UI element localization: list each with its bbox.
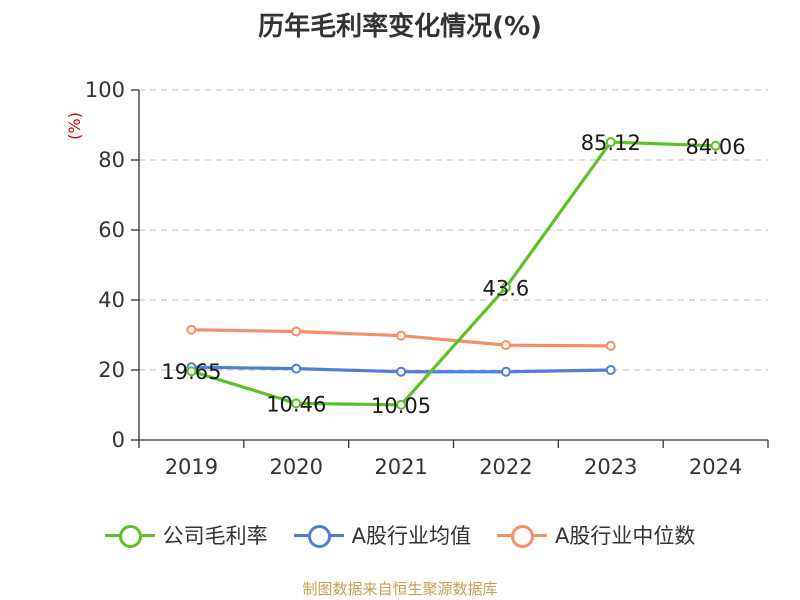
grid-lines (139, 89, 768, 371)
data-point-0-4[interactable] (605, 137, 616, 148)
data-point-1-3[interactable] (500, 366, 511, 377)
y-tick-label: 100 (85, 78, 125, 102)
y-axis-label: (%) (65, 112, 84, 140)
data-point-2-3[interactable] (500, 340, 511, 351)
legend-item-company[interactable]: 公司毛利率 (104, 520, 268, 550)
data-point-1-2[interactable] (396, 366, 407, 377)
x-tick-label-2024: 2024 (689, 455, 742, 479)
x-tick-label-2023: 2023 (584, 455, 637, 479)
y-tick-label: 60 (98, 218, 125, 242)
data-point-2-1[interactable] (291, 326, 302, 337)
data-point-2-0[interactable] (186, 324, 197, 335)
data-label-1: 10.46 (266, 392, 326, 416)
data-point-0-3[interactable] (500, 282, 511, 293)
series-line-0 (190, 140, 716, 407)
x-tick-label-2020: 2020 (270, 455, 323, 479)
legend-swatch-company (104, 523, 155, 548)
y-tick-label: 0 (112, 428, 125, 452)
legend-item-industry-mean[interactable]: A股行业均值 (293, 520, 471, 550)
legend-item-industry-median[interactable]: A股行业中位数 (497, 520, 695, 550)
data-labels: 19.65 10.46 10.05 43.6 85.12 84.06 (161, 131, 745, 418)
legend-label-industry-mean: A股行业均值 (351, 524, 471, 548)
data-label-0: 19.65 (161, 360, 221, 384)
y-tick-label: 40 (98, 288, 125, 312)
x-tick-label-2019: 2019 (165, 455, 218, 479)
legend-label-company: 公司毛利率 (162, 524, 268, 548)
y-tick-label: 80 (98, 148, 125, 172)
legend-swatch-industry-median (497, 523, 547, 548)
series-lines (186, 137, 721, 410)
data-point-2-4[interactable] (605, 340, 616, 351)
data-point-2-2[interactable] (396, 330, 407, 341)
data-point-1-1[interactable] (291, 363, 302, 374)
legend-label-industry-median: A股行业中位数 (555, 524, 696, 548)
chart-title: 历年毛利率变化情况(%) (258, 12, 542, 42)
data-point-0-2[interactable] (396, 399, 407, 410)
data-point-0-1[interactable] (291, 398, 302, 409)
data-label-2: 10.05 (371, 394, 431, 418)
data-point-1-4[interactable] (605, 365, 616, 375)
data-label-3: 43.6 (483, 276, 530, 300)
source-note: 制图数据来自恒生聚源数据库 (302, 580, 498, 598)
data-point-0-5[interactable] (710, 140, 721, 151)
legend: 公司毛利率 A股行业均值 A股行业中位数 (0, 520, 800, 550)
data-label-4: 85.12 (581, 131, 641, 155)
legend-swatch-industry-mean (293, 523, 344, 548)
data-point-0-0[interactable] (186, 366, 197, 377)
y-tick-label: 20 (98, 358, 125, 382)
x-tick-label-2022: 2022 (479, 455, 532, 479)
data-label-5: 84.06 (686, 135, 746, 159)
axes: 0 20 40 60 80 100(%) 2019 2020 2021 2022 2023 2024 (65, 78, 769, 479)
x-tick-label-2021: 2021 (374, 455, 427, 479)
